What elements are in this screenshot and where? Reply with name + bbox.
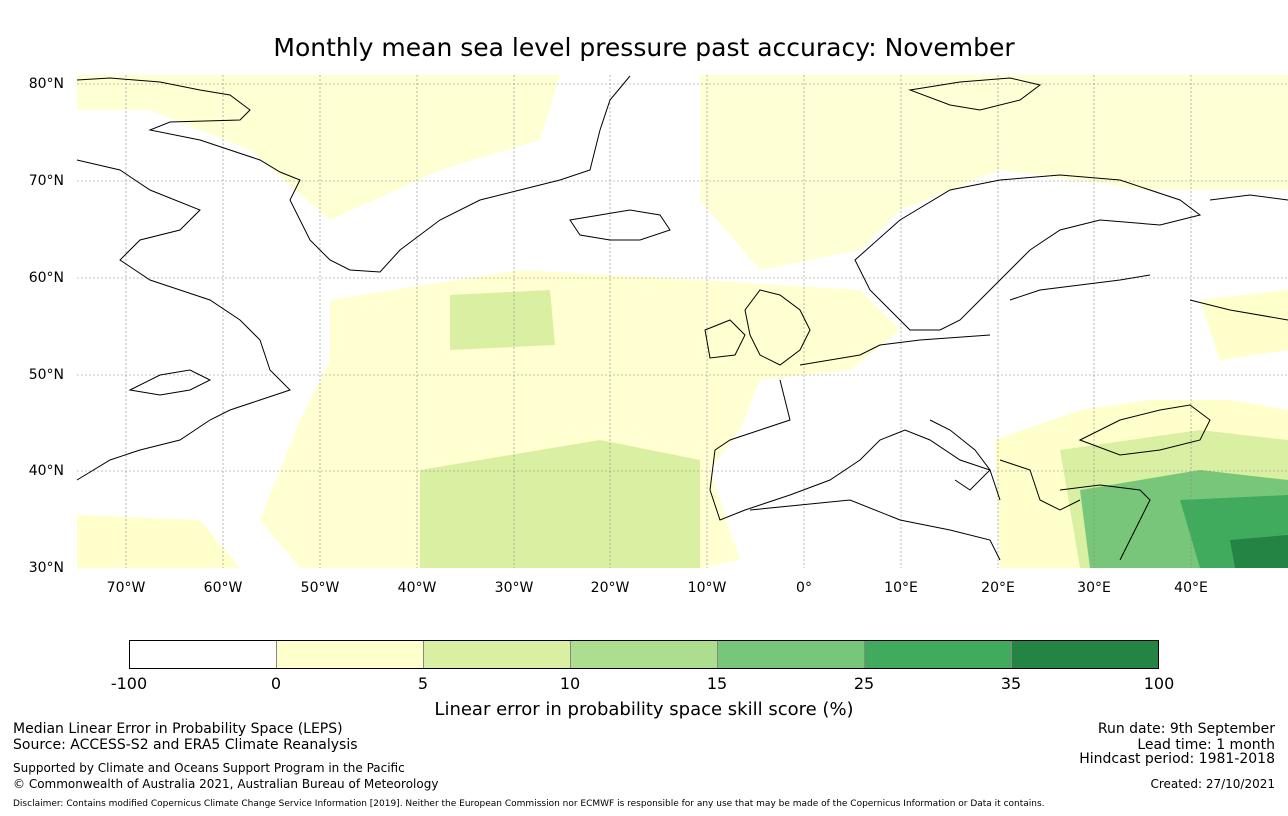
newfoundland-gulf	[128, 369, 212, 396]
lon-label-30e: 30°E	[1077, 580, 1111, 596]
north-sea-coast	[799, 334, 991, 366]
lon-label-10w: 10°W	[687, 580, 727, 596]
svalbard-coast	[908, 77, 1042, 111]
italy-coast	[929, 419, 991, 491]
colorbar-tick: 5	[417, 674, 429, 693]
iberia-france-coast	[709, 379, 1001, 521]
footer-run-date: Run date: 9th September	[1097, 721, 1275, 737]
coastlines	[76, 75, 1288, 561]
colorbar-segment	[424, 641, 571, 668]
skill-region-arctic	[77, 75, 560, 220]
skill-region-norway-sea	[700, 75, 1288, 270]
lon-label-0: 0°	[796, 580, 812, 596]
footer-copyright-line: © Commonwealth of Australia 2021, Austra…	[13, 777, 439, 791]
colorbar-tick: 100	[1143, 674, 1175, 693]
anatolia-levant-coast	[1059, 484, 1151, 561]
lon-label-50w: 50°W	[300, 580, 340, 596]
colorbar-segment	[718, 641, 865, 668]
baltic-coast	[1009, 274, 1151, 301]
skill-region-subtropical-atlantic	[420, 440, 700, 568]
great-britain-coast	[744, 289, 811, 366]
kola-coast	[1209, 194, 1288, 201]
skill-region-mid-atlantic	[450, 290, 555, 350]
gridlines	[77, 75, 1288, 568]
lat-label-50n: 50°N	[28, 367, 64, 383]
lon-label-20w: 20°W	[590, 580, 630, 596]
scandinavia-coast	[854, 174, 1202, 331]
greece-coast	[999, 459, 1081, 511]
colorbar-segment	[130, 641, 277, 668]
colorbar-tick: 10	[559, 674, 581, 693]
lon-label-60w: 60°W	[203, 580, 243, 596]
colorbar-segment	[1012, 641, 1158, 668]
black-sea-coast	[1078, 404, 1211, 456]
lon-label-20e: 20°E	[981, 580, 1015, 596]
skill-region-west	[77, 515, 240, 568]
north-africa-coast	[749, 499, 1001, 561]
colorbar-tick: 15	[706, 674, 728, 693]
footer-hindcast: Hindcast period: 1981-2018	[1079, 751, 1275, 767]
colorbar-tick: 35	[1000, 674, 1022, 693]
page-title: Monthly mean sea level pressure past acc…	[273, 33, 1015, 62]
colorbar-segment	[865, 641, 1012, 668]
greenland-coast	[76, 75, 631, 273]
lon-label-70w: 70°W	[106, 580, 146, 596]
lat-label-70n: 70°N	[28, 173, 64, 189]
russia-coast	[1189, 299, 1288, 321]
footer-lead-time: Lead time: 1 month	[1137, 737, 1275, 753]
lat-label-30n: 30°N	[28, 560, 64, 576]
colorbar-segment	[571, 641, 718, 668]
colorbar-tick: -100	[110, 674, 148, 693]
lat-label-60n: 60°N	[28, 270, 64, 286]
skill-region-arabia	[1230, 535, 1288, 568]
footer-leps-line: Median Linear Error in Probability Space…	[13, 721, 343, 737]
colorbar	[129, 640, 1159, 669]
disclaimer-text: Disclaimer: Contains modified Copernicus…	[13, 799, 1045, 809]
colorbar-tick: 25	[853, 674, 875, 693]
lat-label-80n: 80°N	[28, 76, 64, 92]
lon-label-40w: 40°W	[397, 580, 437, 596]
colorbar-segment	[277, 641, 424, 668]
ireland-coast	[704, 319, 746, 359]
footer-support-line: Supported by Climate and Oceans Support …	[13, 761, 405, 775]
colorbar-tick: 0	[270, 674, 282, 693]
colorbar-label: Linear error in probability space skill …	[434, 699, 854, 720]
iceland-coast	[569, 209, 671, 241]
footer-source-line: Source: ACCESS-S2 and ERA5 Climate Reana…	[13, 737, 358, 753]
footer-created-date: Created: 27/10/2021	[1150, 777, 1275, 791]
lon-label-30w: 30°W	[494, 580, 534, 596]
north-america-coast	[76, 159, 291, 481]
skill-score-map	[76, 75, 1288, 568]
lon-label-10e: 10°E	[884, 580, 918, 596]
lat-label-40n: 40°N	[28, 463, 64, 479]
lon-label-40e: 40°E	[1174, 580, 1208, 596]
